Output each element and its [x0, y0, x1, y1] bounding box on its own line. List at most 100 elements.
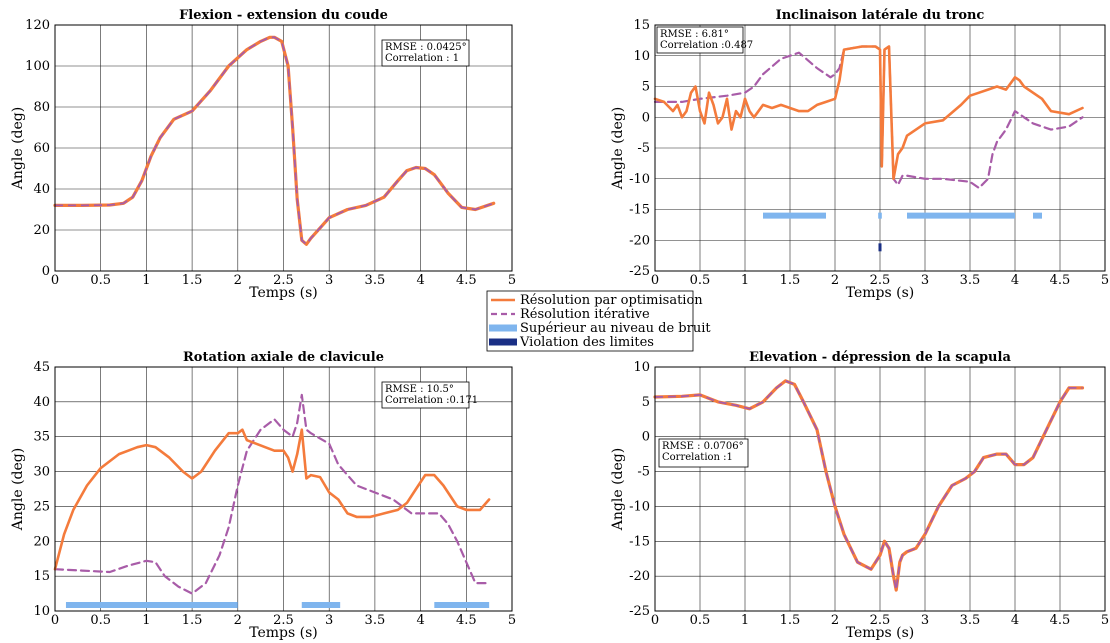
legend-item: Supérieur au niveau de bruit [489, 321, 711, 336]
y-tick-label: 5 [642, 395, 650, 410]
stats-box [381, 39, 470, 67]
x-tick-label: 3.5 [365, 613, 386, 628]
y-axis-label: Angle (deg) [610, 107, 626, 190]
chart-title: Elevation - dépression de la scapula [749, 350, 1011, 365]
x-tick-label: 4 [1011, 273, 1019, 288]
x-tick-label: 1.5 [182, 613, 203, 628]
correlation-label: Correlation :0.487 [660, 40, 753, 51]
axes-frame [54, 24, 513, 272]
axes-frame [654, 24, 1106, 272]
legend-item: Résolution itérative [491, 307, 650, 322]
stats-box [658, 438, 749, 468]
x-tick-label: 4 [416, 613, 424, 628]
legend-item: Violation des limites [489, 335, 654, 350]
series-line-iterative-overlay [55, 36, 494, 246]
series-line-optimisation [653, 45, 1084, 181]
legend-label: Résolution itérative [520, 307, 650, 322]
rmse-label: RMSE : 0.0706° [662, 441, 744, 452]
y-tick-label: 10 [633, 360, 650, 375]
x-tick-label: 4 [416, 273, 424, 288]
x-tick-label: 4 [1011, 613, 1019, 628]
x-tick-label: 1.5 [780, 613, 801, 628]
y-tick-label: -20 [629, 569, 650, 584]
x-tick-label: 0 [651, 273, 659, 288]
y-tick-label: 45 [33, 360, 50, 375]
x-tick-label: 5 [508, 613, 516, 628]
x-tick-label: 5 [508, 273, 516, 288]
legend-box [486, 290, 694, 352]
x-tick-label: 5 [1101, 273, 1109, 288]
x-tick-label: 3.5 [960, 273, 981, 288]
y-tick-label: 30 [33, 465, 50, 480]
x-tick-label: 2 [234, 273, 242, 288]
y-tick-label: -25 [629, 604, 650, 619]
x-tick-label: 2 [831, 613, 839, 628]
x-tick-label: 1 [142, 613, 150, 628]
y-tick-label: -25 [629, 264, 650, 279]
y-tick-label: -20 [629, 233, 650, 248]
chart-panel-3: 0 0.5 1 1.5 2 2.5 3 3.5 4 4.5 5 10 15 20 25 30 35 40 45 RMS… [10, 350, 516, 641]
rmse-label: RMSE : 6.81° [660, 29, 729, 40]
chart-title: Inclinaison latérale du tronc [776, 8, 985, 23]
y-tick-label: 25 [33, 499, 50, 514]
y-tick-label: 40 [33, 395, 50, 410]
y-tick-label: 5 [642, 80, 650, 95]
y-tick-label: 120 [25, 18, 50, 33]
x-tick-label: 4.5 [1050, 273, 1071, 288]
y-tick-label: -5 [637, 141, 650, 156]
x-tick-label: 3 [921, 273, 929, 288]
x-tick-label: 1 [142, 273, 150, 288]
x-tick-label: 4.5 [456, 273, 477, 288]
correlation-label: Correlation : 1 [385, 53, 459, 64]
y-tick-label: 100 [25, 59, 50, 74]
x-tick-label: 2.5 [273, 273, 294, 288]
x-tick-label: 5 [1101, 613, 1109, 628]
x-tick-label: 4.5 [1050, 613, 1071, 628]
series-line-iterative [653, 45, 1084, 190]
y-tick-label: 40 [33, 182, 50, 197]
stats-box [381, 381, 470, 409]
x-tick-label: 1.5 [182, 273, 203, 288]
y-axis-label: Angle (deg) [10, 107, 26, 190]
x-tick-label: 1 [741, 613, 749, 628]
x-tick-label: 3 [325, 273, 333, 288]
y-tick-label: -15 [629, 534, 650, 549]
y-tick-label: 0 [642, 110, 650, 125]
y-tick-label: 15 [633, 18, 650, 33]
x-tick-label: 0.5 [690, 273, 711, 288]
x-axis-label: Temps (s) [846, 285, 915, 301]
chart-title: Rotation axiale de clavicule [183, 350, 384, 365]
x-tick-label: 2.5 [273, 613, 294, 628]
x-tick-label: 3.5 [960, 613, 981, 628]
y-tick-label: 0 [42, 264, 50, 279]
y-tick-label: 0 [642, 430, 650, 445]
y-tick-label: -10 [629, 172, 650, 187]
x-tick-label: 1.5 [780, 273, 801, 288]
x-tick-label: 0.5 [90, 273, 111, 288]
chart-panel-2: 0 0.5 1 1.5 2 2.5 3 3.5 4 4.5 5 -25 -20 -15 -10 -5 0 5 10 1… [610, 8, 1109, 301]
x-tick-label: 0 [651, 613, 659, 628]
correlation-label: Correlation :0.171 [385, 395, 478, 406]
y-tick-label: 10 [633, 49, 650, 64]
y-tick-label: 15 [33, 569, 50, 584]
chart-panel-1: 0 0.5 1 1.5 2 2.5 3 3.5 4 4.5 5 0 20 40 60 80 100 120 RMSE… [10, 8, 516, 301]
x-tick-label: 2.5 [870, 273, 891, 288]
x-tick-label: 0.5 [90, 613, 111, 628]
series-line-iterative-overlay [654, 380, 1083, 591]
series-line-optimisation [53, 428, 491, 571]
y-tick-label: 20 [33, 223, 50, 238]
y-tick-label: 10 [33, 604, 50, 619]
y-tick-label: 35 [33, 430, 50, 445]
axes-frame [54, 366, 513, 612]
legend-label: Résolution par optimisation [520, 293, 703, 308]
y-axis-label: Angle (deg) [610, 448, 626, 531]
x-axis-label: Temps (s) [846, 625, 915, 641]
x-tick-label: 3.5 [365, 273, 386, 288]
x-tick-label: 2.5 [870, 613, 891, 628]
x-tick-label: 4.5 [456, 613, 477, 628]
x-tick-label: 2 [234, 613, 242, 628]
x-tick-label: 0 [51, 613, 59, 628]
x-axis-label: Temps (s) [249, 625, 318, 641]
